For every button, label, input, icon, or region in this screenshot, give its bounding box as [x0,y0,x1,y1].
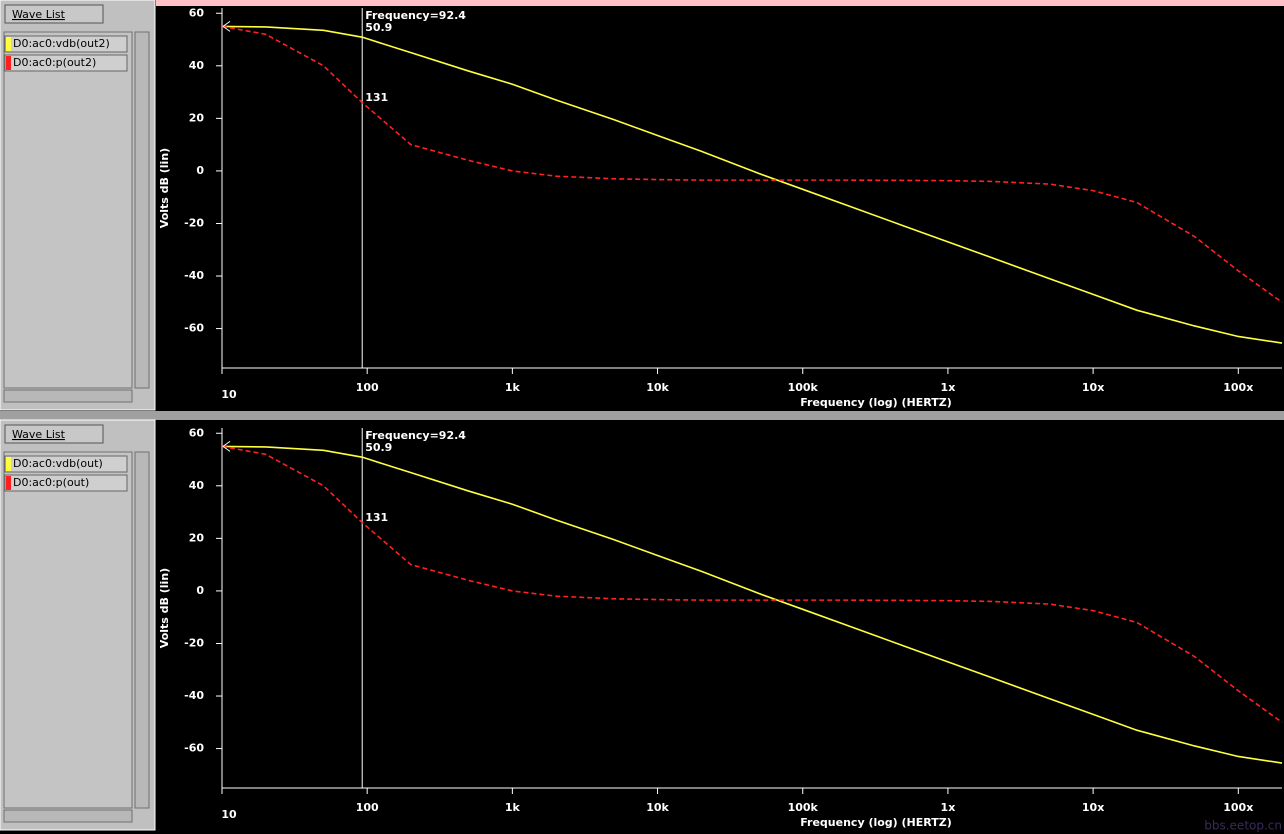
wave-swatch [6,476,11,490]
y-tick-label: 60 [189,426,205,439]
wave-list-button[interactable] [4,424,104,444]
cursor-label: Frequency=92.4 [365,9,466,22]
series-line [221,445,1283,764]
wave-swatch [6,37,11,51]
cursor-arrow [222,440,231,452]
legend-label: D0:ac0:p(out) [13,476,89,489]
cursor-arrow [222,20,231,32]
y-tick-label: 40 [189,479,205,492]
legend-label: D0:ac0:vdb(out) [13,457,103,470]
y-tick-label: 0 [196,584,204,597]
h-scrollbar[interactable] [3,809,133,823]
y-tick-label: 20 [189,531,205,544]
wave-list-title: Wave List [12,8,66,21]
y-tick-label: 40 [189,59,205,72]
x-tick-label: 100x [1223,381,1253,394]
y-tick-label: -20 [184,636,204,649]
wave-swatch [6,457,11,471]
splitter[interactable] [0,411,1284,420]
x-tick-label: 10 [221,388,237,401]
y-axis-label: Volts dB (lin) [158,148,171,228]
x-tick-label: 1x [941,381,956,394]
series-line [221,25,1283,344]
wave-swatch [6,56,11,70]
x-tick-label: 100 [356,381,379,394]
x-tick-label: 10k [646,801,669,814]
x-tick-label: 10 [221,808,237,821]
wave-list-title: Wave List [12,428,66,441]
x-axis-label: Frequency (log) (HERTZ) [800,816,952,829]
y-tick-label: 20 [189,111,205,124]
y-tick-label: -20 [184,216,204,229]
v-scrollbar[interactable] [134,31,150,389]
x-tick-label: 10x [1082,801,1104,814]
x-axis-label: Frequency (log) (HERTZ) [800,396,952,409]
x-tick-label: 100k [788,381,819,394]
x-tick-label: 100x [1223,801,1253,814]
y-tick-label: -60 [184,322,204,335]
x-tick-label: 100 [356,801,379,814]
legend-label: D0:ac0:p(out2) [13,56,96,69]
x-tick-label: 1k [505,381,521,394]
wave-entry[interactable] [4,455,128,473]
watermark: bbs.eetop.cn [1204,819,1282,833]
wave-entry[interactable] [4,474,128,492]
wave-entry[interactable] [4,35,128,53]
x-tick-label: 10x [1082,381,1104,394]
top-strip [156,0,1284,6]
h-scrollbar[interactable] [3,389,133,403]
wave-list-box [3,451,133,809]
y-tick-label: -40 [184,269,204,282]
cursor-readout: 131 [365,511,388,524]
y-tick-label: 60 [189,6,205,19]
series-line [221,25,1283,303]
y-tick-label: 0 [196,164,204,177]
wave-list-button[interactable] [4,4,104,24]
legend-label: D0:ac0:vdb(out2) [13,37,110,50]
y-tick-label: -40 [184,689,204,702]
cursor-readout: 131 [365,91,388,104]
wave-list-box [3,31,133,389]
cursor-label: Frequency=92.4 [365,429,466,442]
wave-entry[interactable] [4,54,128,72]
cursor-readout: 50.9 [365,441,392,454]
y-axis-label: Volts dB (lin) [158,568,171,648]
v-scrollbar[interactable] [134,451,150,809]
x-tick-label: 10k [646,381,669,394]
series-line [221,445,1283,723]
x-tick-label: 1x [941,801,956,814]
y-tick-label: -60 [184,742,204,755]
x-tick-label: 100k [788,801,819,814]
cursor-readout: 50.9 [365,21,392,34]
x-tick-label: 1k [505,801,521,814]
